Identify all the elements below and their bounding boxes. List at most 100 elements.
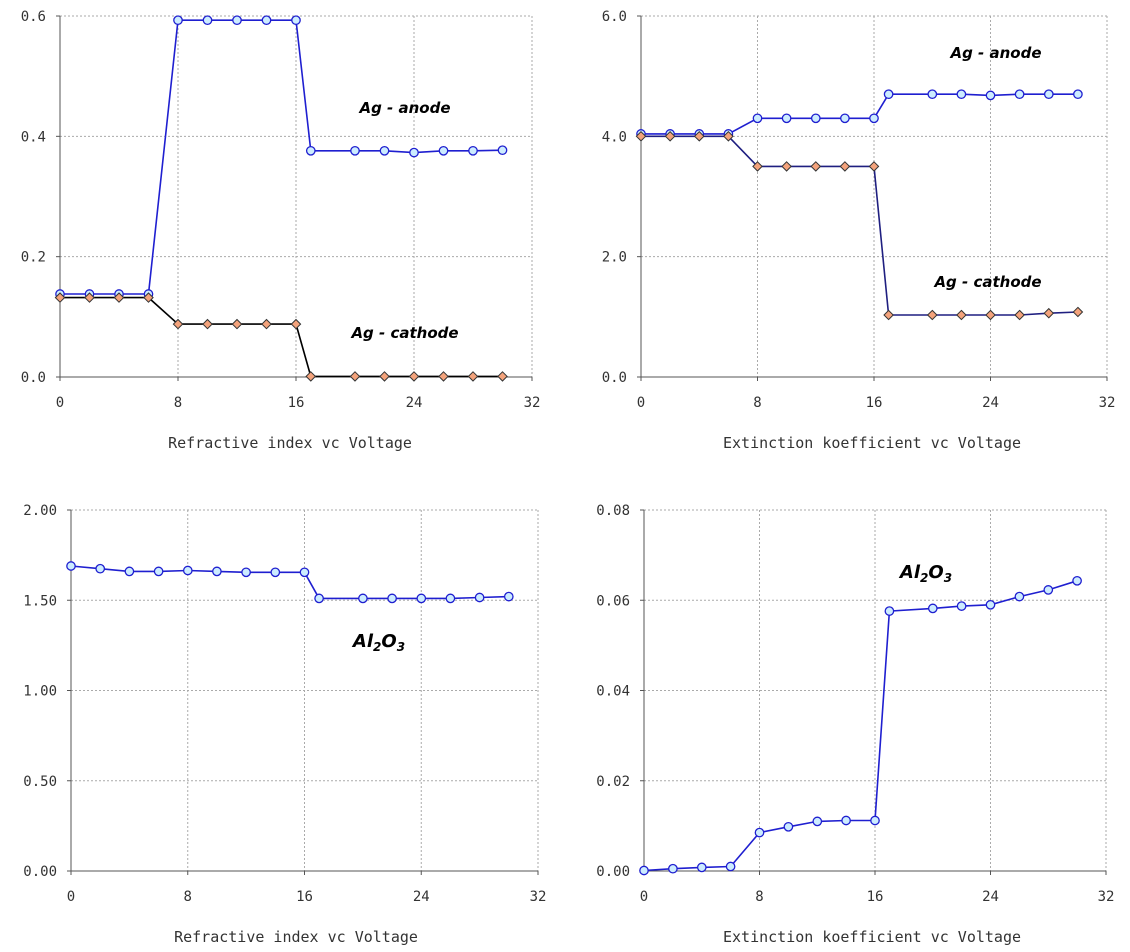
series-line-1 (60, 296, 503, 378)
y-tick-label: 0.04 (596, 684, 630, 700)
data-point (387, 593, 397, 604)
data-point (438, 371, 449, 382)
data-point (668, 863, 678, 874)
data-point (870, 815, 880, 826)
chart-extinction-coefficient-ag: 0 8 16 24 32 0.0 2.0 4.0 6.0 Extinction koeffici… (602, 9, 1116, 452)
data-point (202, 15, 213, 26)
y-tick-label: 0.4 (21, 129, 46, 145)
data-point (438, 145, 449, 156)
data-point (1014, 591, 1025, 602)
series-line-0 (70, 565, 509, 600)
data-point (754, 827, 765, 838)
data-point (985, 599, 996, 610)
data-point (1014, 89, 1025, 100)
data-point (693, 130, 705, 142)
x-tick-label: 24 (413, 889, 430, 905)
y-tick-label: 0.00 (596, 864, 630, 880)
data-point (783, 821, 794, 832)
data-point (752, 113, 763, 124)
x-tick-label: 8 (174, 395, 182, 411)
data-point (781, 113, 792, 124)
data-point (664, 130, 676, 142)
x-axis-label: Refractive index vc Voltage (174, 928, 418, 946)
data-point (172, 318, 184, 330)
y-tick-label: 0.02 (596, 774, 630, 790)
data-point (839, 161, 851, 172)
x-tick-label: 24 (982, 395, 999, 411)
x-tick-label: 16 (288, 395, 305, 411)
x-tick-label: 16 (866, 395, 883, 411)
y-tick-label: 1.50 (23, 593, 57, 609)
data-point (95, 563, 106, 574)
data-point (54, 292, 66, 303)
data-point (985, 309, 996, 321)
data-point (379, 371, 390, 382)
data-point (927, 89, 938, 100)
data-point (409, 147, 419, 158)
data-point (1072, 575, 1082, 586)
data-point (350, 145, 360, 156)
data-point (349, 371, 361, 382)
data-point (868, 161, 880, 172)
data-point (883, 309, 894, 321)
data-point (143, 292, 154, 303)
data-point (305, 145, 316, 156)
data-point (1043, 89, 1054, 100)
x-tick-label: 32 (1099, 395, 1116, 411)
data-point (153, 566, 164, 577)
data-point (358, 593, 368, 604)
data-point (926, 309, 938, 321)
data-point (869, 113, 879, 124)
data-point (956, 309, 967, 321)
data-point (270, 567, 281, 578)
data-point (474, 592, 485, 603)
annotation-al2o3: Al2O3 (898, 562, 952, 585)
x-axis-label: Extinction koefficient vc Voltage (723, 434, 1021, 452)
x-tick-label: 0 (637, 395, 645, 411)
data-point (752, 161, 763, 172)
data-point (883, 89, 894, 100)
x-axis-label: Refractive index vc Voltage (168, 434, 412, 452)
annotation-ag-cathode: Ag - cathode (350, 324, 458, 342)
data-point (639, 865, 649, 876)
data-point (314, 593, 324, 604)
data-point (810, 113, 821, 124)
y-tick-label: 0.0 (602, 370, 627, 386)
data-point (1043, 307, 1054, 319)
data-point (956, 601, 967, 611)
data-point (696, 862, 707, 873)
data-point (985, 90, 996, 101)
series-line-0 (641, 93, 1078, 135)
series-line-1 (641, 135, 1078, 316)
series-line-0 (60, 19, 503, 295)
x-tick-label: 0 (640, 889, 648, 905)
chart-refractive-index-ag: 0 8 16 24 32 0.0 0.2 0.4 0.6 Refractive index vc… (21, 9, 541, 452)
data-point (408, 371, 420, 382)
x-tick-label: 24 (406, 395, 423, 411)
data-point (781, 161, 792, 172)
data-point (956, 89, 967, 100)
data-point (497, 371, 508, 382)
y-tick-label: 0.0 (21, 370, 46, 386)
data-point (305, 371, 317, 382)
annotation-al2o3: Al2O3 (351, 631, 405, 654)
data-point (261, 15, 272, 26)
data-point (212, 566, 222, 577)
data-point (810, 161, 822, 172)
data-point (241, 567, 251, 578)
data-point (232, 15, 242, 26)
series-line-0 (643, 580, 1078, 872)
data-point (1014, 309, 1025, 321)
data-point (291, 15, 301, 26)
data-point (927, 603, 938, 614)
data-point (445, 593, 456, 604)
data-point (416, 593, 427, 604)
data-point (379, 145, 390, 156)
data-point (124, 566, 135, 577)
y-tick-label: 6.0 (602, 9, 627, 25)
y-tick-label: 2.00 (23, 503, 57, 519)
data-point (1073, 89, 1083, 100)
x-tick-label: 16 (867, 889, 884, 905)
data-point (66, 561, 76, 571)
